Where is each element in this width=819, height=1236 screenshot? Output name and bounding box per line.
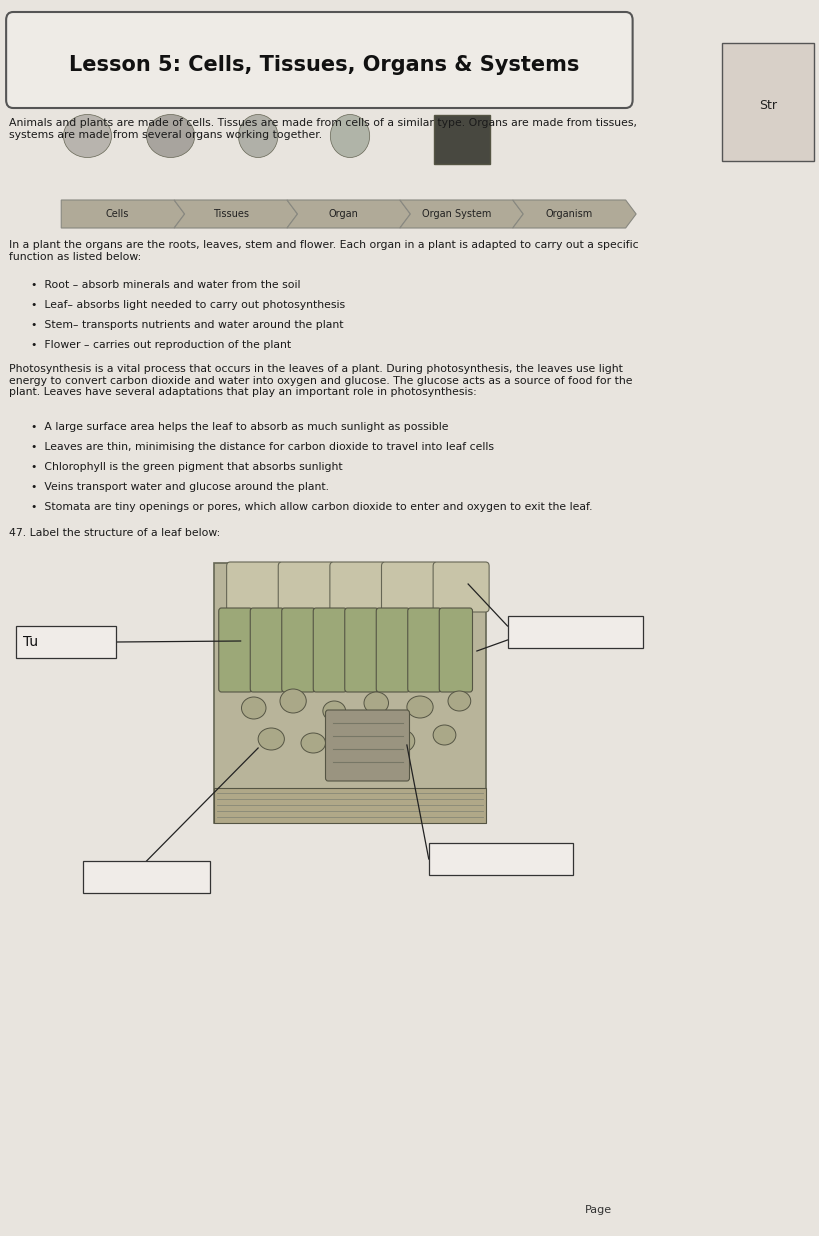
Text: •  A large surface area helps the leaf to absorb as much sunlight as possible: • A large surface area helps the leaf to… [30,421,448,433]
FancyBboxPatch shape [722,43,814,161]
FancyBboxPatch shape [16,625,116,658]
FancyBboxPatch shape [330,562,386,612]
Ellipse shape [63,115,111,157]
Text: •  Stomata are tiny openings or pores, which allow carbon dioxide to enter and o: • Stomata are tiny openings or pores, wh… [30,502,592,512]
Ellipse shape [280,688,306,713]
Ellipse shape [242,697,266,719]
Ellipse shape [330,115,369,157]
Ellipse shape [364,692,388,714]
Text: Animals and plants are made of cells. Tissues are made from cells of a similar t: Animals and plants are made of cells. Ti… [9,117,636,140]
FancyBboxPatch shape [508,616,643,648]
Polygon shape [287,200,410,227]
Text: •  Flower – carries out reproduction of the plant: • Flower – carries out reproduction of t… [30,340,291,350]
FancyBboxPatch shape [345,608,378,692]
Ellipse shape [323,701,346,721]
Text: Page: Page [586,1205,613,1215]
FancyBboxPatch shape [434,115,490,164]
Polygon shape [513,200,636,227]
FancyBboxPatch shape [219,608,252,692]
Text: •  Stem– transports nutrients and water around the plant: • Stem– transports nutrients and water a… [30,320,343,330]
Polygon shape [174,200,297,227]
Text: Organ: Organ [328,209,359,219]
Ellipse shape [301,733,325,753]
FancyBboxPatch shape [433,562,489,612]
Polygon shape [400,200,523,227]
Text: Str: Str [759,99,776,111]
Text: Tissues: Tissues [213,209,248,219]
Ellipse shape [448,691,471,711]
Ellipse shape [258,728,284,750]
Text: •  Veins transport water and glucose around the plant.: • Veins transport water and glucose arou… [30,482,328,492]
Ellipse shape [407,696,433,718]
Ellipse shape [238,115,278,157]
FancyBboxPatch shape [429,843,573,875]
Polygon shape [61,200,184,227]
FancyBboxPatch shape [325,709,410,781]
FancyBboxPatch shape [215,789,486,823]
FancyBboxPatch shape [278,562,334,612]
Text: Lesson 5: Cells, Tissues, Organs & Systems: Lesson 5: Cells, Tissues, Organs & Syste… [69,54,579,75]
Text: Organ System: Organ System [422,209,491,219]
Text: In a plant the organs are the roots, leaves, stem and flower. Each organ in a pl: In a plant the organs are the roots, lea… [9,240,638,262]
Ellipse shape [345,726,373,749]
Text: Organism: Organism [545,209,593,219]
Text: Cells: Cells [106,209,129,219]
Text: •  Chlorophyll is the green pigment that absorbs sunlight: • Chlorophyll is the green pigment that … [30,462,342,472]
FancyBboxPatch shape [251,608,283,692]
FancyBboxPatch shape [6,12,632,108]
Text: Photosynthesis is a vital process that occurs in the leaves of a plant. During p: Photosynthesis is a vital process that o… [9,363,632,397]
Text: 47. Label the structure of a leaf below:: 47. Label the structure of a leaf below: [9,528,220,538]
Text: Tu: Tu [23,635,38,649]
FancyBboxPatch shape [408,608,441,692]
FancyBboxPatch shape [215,564,486,823]
Ellipse shape [433,726,456,745]
FancyBboxPatch shape [439,608,473,692]
Text: •  Leaves are thin, minimising the distance for carbon dioxide to travel into le: • Leaves are thin, minimising the distan… [30,442,494,452]
Ellipse shape [390,730,414,751]
FancyBboxPatch shape [282,608,315,692]
FancyBboxPatch shape [313,608,346,692]
FancyBboxPatch shape [83,861,210,892]
Text: •  Root – absorb minerals and water from the soil: • Root – absorb minerals and water from … [30,281,300,290]
FancyBboxPatch shape [227,562,283,612]
Text: •  Leaf– absorbs light needed to carry out photosynthesis: • Leaf– absorbs light needed to carry ou… [30,300,345,310]
FancyBboxPatch shape [376,608,410,692]
Ellipse shape [147,115,195,157]
FancyBboxPatch shape [382,562,437,612]
